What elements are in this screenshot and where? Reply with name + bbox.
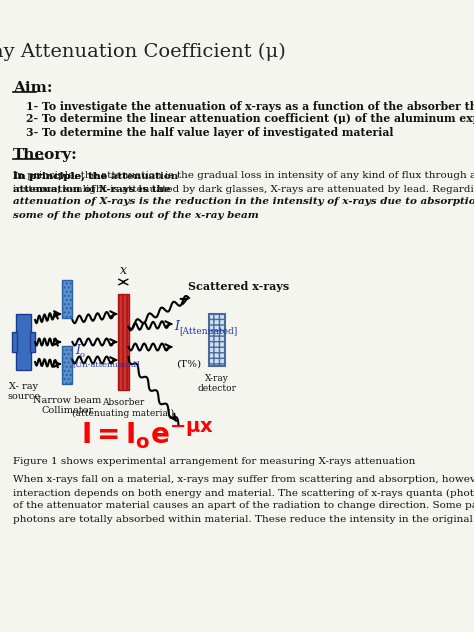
Text: x: x	[120, 264, 127, 277]
Text: instance, sunlight is attenuated by dark glasses, X-rays are attenuated by lead.: instance, sunlight is attenuated by dark…	[13, 185, 474, 193]
Text: $\mathbf{I = I_oe^{-\mu x}}$: $\mathbf{I = I_oe^{-\mu x}}$	[82, 420, 214, 451]
Text: [Un-attenuated]: [Un-attenuated]	[73, 360, 140, 368]
Text: X-ray Attenuation Coefficient (μ): X-ray Attenuation Coefficient (μ)	[0, 43, 286, 61]
Bar	[12, 332, 18, 352]
Text: 3- To determine the half value layer of investigated material: 3- To determine the half value layer of …	[26, 126, 394, 138]
Text: 2- To determine the linear attenuation coefficient (μ) of the aluminum experimen: 2- To determine the linear attenuation c…	[26, 114, 474, 125]
Bar	[209, 314, 225, 366]
Text: X-ray
detector: X-ray detector	[197, 374, 236, 393]
Text: In principle, the attenuation is the gradual loss in intensity of any kind of fl: In principle, the attenuation is the gra…	[13, 171, 474, 181]
Text: In principle, the attenuation: In principle, the attenuation	[13, 171, 178, 181]
Text: In principle, the: In principle, the	[13, 171, 111, 181]
Text: (T%): (T%)	[176, 360, 201, 368]
Bar	[62, 280, 73, 318]
Text: X- ray
source: X- ray source	[7, 382, 40, 401]
Text: Absorber
(attenuating material): Absorber (attenuating material)	[72, 398, 174, 418]
Bar	[62, 346, 73, 384]
Text: Figure 1 shows experimental arrangement for measuring X-rays attenuation: Figure 1 shows experimental arrangement …	[13, 458, 416, 466]
Text: I: I	[174, 320, 179, 332]
Text: o: o	[80, 351, 85, 359]
Text: of the attenuator material causes an apart of the radiation to change direction.: of the attenuator material causes an apa…	[13, 502, 474, 511]
Text: some of the photons out of the x-ray beam: some of the photons out of the x-ray bea…	[13, 210, 259, 219]
Text: 1- To investigate the attenuation of x-rays as a function of the absorber thickn: 1- To investigate the attenuation of x-r…	[26, 100, 474, 111]
Text: Aim:: Aim:	[13, 81, 53, 95]
Bar	[16, 314, 31, 370]
Text: Scattered x-rays: Scattered x-rays	[188, 281, 289, 291]
Text: attenuation of X-rays is the: attenuation of X-rays is the	[13, 185, 171, 193]
Text: [Attenuated]: [Attenuated]	[180, 327, 237, 336]
Text: When x-rays fall on a material, x-rays may suffer from scattering and absorption: When x-rays fall on a material, x-rays m…	[13, 475, 474, 485]
Text: interaction depends on both energy and material. The scattering of x-rays quanta: interaction depends on both energy and m…	[13, 489, 474, 497]
Text: Theory:: Theory:	[13, 148, 78, 162]
Bar	[30, 332, 35, 352]
Text: photons are totally absorbed within material. These reduce the intensity in the : photons are totally absorbed within mate…	[13, 514, 474, 523]
Text: I: I	[75, 344, 81, 356]
Text: attenuation of X-rays is the reduction in the intensity of x-rays due to absorpt: attenuation of X-rays is the reduction i…	[13, 197, 474, 207]
Text: Narrow beam
Collimator: Narrow beam Collimator	[33, 396, 101, 415]
Bar	[118, 294, 128, 390]
